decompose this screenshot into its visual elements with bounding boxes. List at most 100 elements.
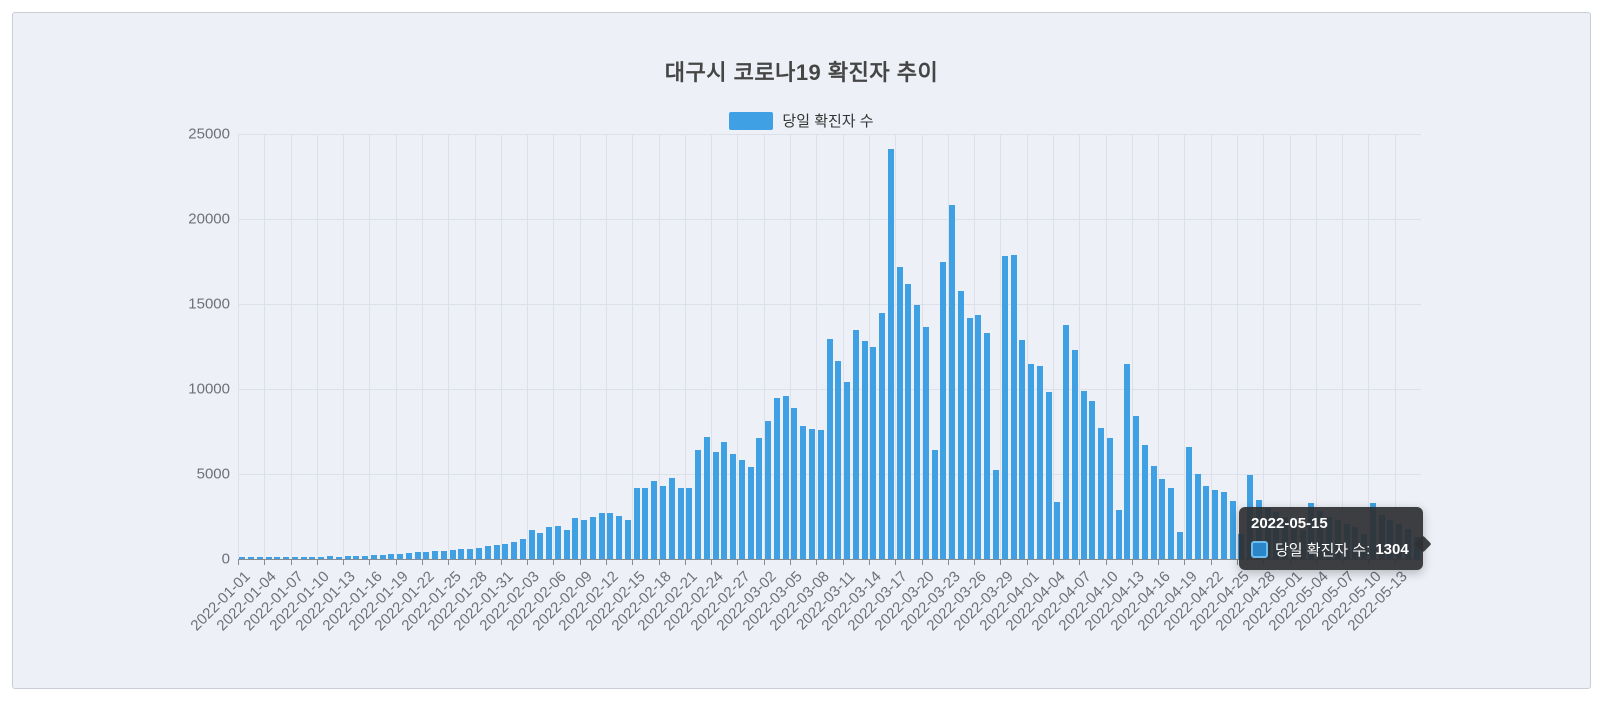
bar[interactable] [966, 318, 973, 559]
bar[interactable] [1019, 339, 1026, 559]
bar[interactable] [747, 467, 754, 559]
bar[interactable] [493, 545, 500, 559]
bar[interactable] [1194, 474, 1201, 559]
bar[interactable] [528, 530, 535, 559]
bar[interactable] [1133, 416, 1140, 559]
bar[interactable] [1212, 490, 1219, 559]
bar[interactable] [274, 556, 281, 559]
bar[interactable] [519, 538, 526, 559]
bar[interactable] [633, 487, 640, 559]
bar[interactable] [957, 291, 964, 559]
bar[interactable] [852, 330, 859, 559]
bar[interactable] [624, 519, 631, 559]
bar[interactable] [1089, 400, 1096, 559]
bar[interactable] [949, 204, 956, 559]
bar[interactable] [239, 557, 246, 559]
bar[interactable] [773, 397, 780, 559]
bar[interactable] [1203, 485, 1210, 559]
bar[interactable] [572, 518, 579, 559]
bar[interactable] [782, 395, 789, 559]
bar[interactable] [397, 553, 404, 559]
bar[interactable] [642, 487, 649, 559]
bar[interactable] [370, 555, 377, 559]
bar[interactable] [353, 556, 360, 559]
bar[interactable] [607, 513, 614, 559]
bar[interactable] [283, 556, 290, 559]
bar[interactable] [581, 520, 588, 559]
bar[interactable] [1098, 428, 1105, 559]
bar[interactable] [300, 557, 307, 559]
bar[interactable] [440, 550, 447, 559]
bar[interactable] [800, 426, 807, 559]
bar[interactable] [914, 304, 921, 559]
bar[interactable] [651, 481, 658, 559]
bar[interactable] [844, 382, 851, 559]
bar[interactable] [791, 407, 798, 559]
bar[interactable] [423, 551, 430, 559]
bar[interactable] [1124, 363, 1131, 559]
bar[interactable] [870, 346, 877, 559]
bar[interactable] [1045, 392, 1052, 559]
bar[interactable] [712, 451, 719, 559]
bar[interactable] [984, 332, 991, 559]
bar[interactable] [616, 515, 623, 559]
bar[interactable] [344, 556, 351, 559]
bar[interactable] [896, 267, 903, 559]
bar[interactable] [1229, 501, 1236, 559]
bar[interactable] [432, 551, 439, 559]
bar[interactable] [1063, 325, 1070, 559]
bar[interactable] [265, 557, 272, 559]
bar[interactable] [546, 526, 553, 559]
bar[interactable] [668, 478, 675, 559]
bar[interactable] [248, 556, 255, 559]
bar[interactable] [502, 543, 509, 559]
bar[interactable] [677, 487, 684, 559]
bar[interactable] [554, 525, 561, 559]
bar[interactable] [589, 516, 596, 559]
bar[interactable] [449, 550, 456, 559]
bar[interactable] [388, 554, 395, 559]
bar[interactable] [765, 421, 772, 559]
bar[interactable] [931, 450, 938, 559]
bar[interactable] [598, 513, 605, 559]
bar[interactable] [484, 546, 491, 559]
bar[interactable] [738, 460, 745, 559]
bar[interactable] [686, 487, 693, 559]
bar[interactable] [887, 149, 894, 559]
bar[interactable] [1185, 446, 1192, 559]
bar[interactable] [756, 438, 763, 559]
bar[interactable] [1036, 366, 1043, 559]
bar[interactable] [861, 341, 868, 559]
bar[interactable] [335, 556, 342, 559]
bar[interactable] [1220, 491, 1227, 559]
bar[interactable] [1054, 502, 1061, 559]
bar[interactable] [327, 556, 333, 559]
bar[interactable] [721, 441, 728, 559]
bar[interactable] [511, 541, 518, 559]
bar[interactable] [1150, 465, 1157, 559]
bar[interactable] [826, 338, 833, 559]
bar[interactable] [563, 530, 570, 559]
bar[interactable] [835, 360, 842, 559]
bar[interactable] [817, 429, 824, 559]
bar[interactable] [256, 557, 263, 559]
bar[interactable] [730, 453, 737, 559]
bar[interactable] [992, 469, 999, 559]
bar[interactable] [1159, 479, 1166, 559]
bar[interactable] [475, 547, 482, 559]
bar[interactable] [1141, 445, 1148, 559]
bar[interactable] [309, 557, 316, 559]
bar[interactable] [1115, 509, 1122, 559]
bar[interactable] [1071, 349, 1078, 559]
bar[interactable] [1080, 390, 1087, 559]
bar[interactable] [879, 313, 886, 559]
bar[interactable] [905, 284, 912, 559]
bar[interactable] [660, 485, 666, 559]
bar[interactable] [1001, 256, 1008, 559]
bar[interactable] [458, 549, 465, 559]
bar[interactable] [1168, 487, 1175, 559]
bar[interactable] [922, 326, 929, 559]
bar[interactable] [537, 533, 544, 559]
bar[interactable] [379, 554, 386, 559]
bar[interactable] [1177, 531, 1184, 559]
